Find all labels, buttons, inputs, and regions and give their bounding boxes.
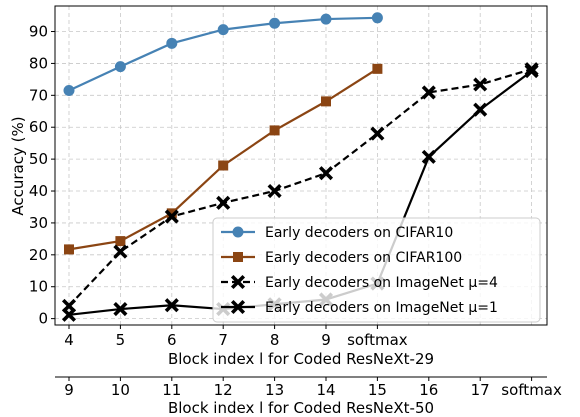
data-point-marker xyxy=(64,244,74,255)
data-point-marker xyxy=(216,195,231,210)
x-tick-label-resnext29: 7 xyxy=(218,331,228,349)
data-point-marker xyxy=(113,244,128,259)
legend-label: Early decoders on CIFAR100 xyxy=(265,250,462,266)
y-tick-label: 0 xyxy=(38,310,48,328)
y-axis-ticks: 0 10 20 30 40 50 60 70 80 90 xyxy=(29,23,55,328)
data-point-marker xyxy=(218,160,229,171)
x-tick-label-resnext50: 9 xyxy=(64,381,74,399)
x-tick-label-resnext50: 12 xyxy=(214,381,233,399)
y-tick-label: 60 xyxy=(29,118,48,136)
x-tick-label-resnext29: 4 xyxy=(64,331,74,349)
data-point-marker xyxy=(166,37,178,49)
series-3 xyxy=(61,62,539,313)
x-tick-label-resnext50: 11 xyxy=(162,381,181,399)
data-point-marker xyxy=(318,166,334,181)
x-axis-ticks-resnext50: 9 10 11 12 13 14 15 16 17 softmax xyxy=(64,377,562,399)
legend-box xyxy=(212,217,541,323)
data-point-marker xyxy=(320,13,332,25)
data-point-marker xyxy=(269,125,280,136)
x-tick-label-resnext50: 13 xyxy=(265,381,284,399)
y-tick-label: 90 xyxy=(29,23,48,41)
data-point-marker xyxy=(372,63,383,74)
x-tick-label-resnext50: softmax xyxy=(501,381,562,399)
data-point-marker xyxy=(371,12,383,24)
legend-label: Early decoders on ImageNet μ=1 xyxy=(265,300,498,316)
y-tick-label: 20 xyxy=(29,246,48,264)
x-tick-label-resnext29: softmax xyxy=(347,331,408,349)
data-point-marker xyxy=(217,24,229,36)
data-point-marker xyxy=(113,302,128,317)
data-point-marker xyxy=(233,252,243,262)
legend-label: Early decoders on ImageNet μ=4 xyxy=(265,275,498,291)
x-tick-label-resnext50: 14 xyxy=(316,381,335,399)
x-tick-label-resnext29: 9 xyxy=(321,331,331,349)
data-point-marker xyxy=(473,102,488,117)
x-axis-label-resnext29: Block index l for Coded ResNeXt-29 xyxy=(168,350,434,368)
data-point-marker xyxy=(115,236,126,247)
x-axis-ticks-resnext29: 4 5 6 7 8 9 softmax xyxy=(64,325,408,349)
data-point-marker xyxy=(421,149,436,164)
y-tick-label: 30 xyxy=(29,214,48,232)
y-tick-label: 50 xyxy=(29,150,48,168)
x-tick-label-resnext50: 10 xyxy=(111,381,130,399)
x-tick-label-resnext29: 6 xyxy=(167,331,177,349)
legend-entry: Early decoders on ImageNet μ=4 xyxy=(221,274,498,291)
x-tick-label-resnext29: 8 xyxy=(270,331,280,349)
data-point-marker xyxy=(166,208,177,219)
y-tick-label: 70 xyxy=(29,86,48,104)
data-point-marker xyxy=(269,17,281,29)
data-point-marker xyxy=(321,96,331,107)
legend: Early decoders on CIFAR10 Early decoders … xyxy=(212,217,541,323)
y-axis-label: Accuracy (%) xyxy=(9,116,27,215)
y-tick-label: 10 xyxy=(29,278,48,296)
y-tick-label: 80 xyxy=(29,54,48,72)
data-point-marker xyxy=(230,299,246,315)
legend-label: Early decoders on CIFAR10 xyxy=(265,225,453,241)
data-point-marker xyxy=(267,183,282,199)
data-point-marker xyxy=(230,274,246,290)
data-point-marker xyxy=(164,298,179,313)
data-point-marker xyxy=(164,209,179,224)
data-point-marker xyxy=(61,298,77,313)
data-point-marker xyxy=(63,85,75,97)
data-point-marker xyxy=(421,85,436,100)
legend-entry: Early decoders on CIFAR100 xyxy=(221,250,462,266)
data-point-marker xyxy=(232,226,244,238)
x-tick-label-resnext50: 16 xyxy=(419,381,438,399)
data-point-marker xyxy=(473,77,488,92)
legend-entry: Early decoders on CIFAR10 xyxy=(221,225,453,241)
x-tick-label-resnext29: 5 xyxy=(116,331,126,349)
x-axis-label-resnext50: Block index l for Coded ResNeXt-50 xyxy=(168,399,434,417)
data-point-marker xyxy=(114,61,126,73)
x-tick-label-resnext50: 15 xyxy=(368,381,387,399)
series-1 xyxy=(63,12,383,97)
x-tick-label-resnext50: 17 xyxy=(471,381,490,399)
data-point-marker xyxy=(370,126,385,141)
data-point-marker xyxy=(524,64,539,79)
series-2 xyxy=(64,63,383,255)
series-line xyxy=(68,68,532,307)
y-tick-label: 40 xyxy=(29,182,48,200)
legend-entry: Early decoders on ImageNet μ=1 xyxy=(221,299,498,316)
data-point-marker xyxy=(61,307,77,322)
plot-frame xyxy=(54,5,548,326)
